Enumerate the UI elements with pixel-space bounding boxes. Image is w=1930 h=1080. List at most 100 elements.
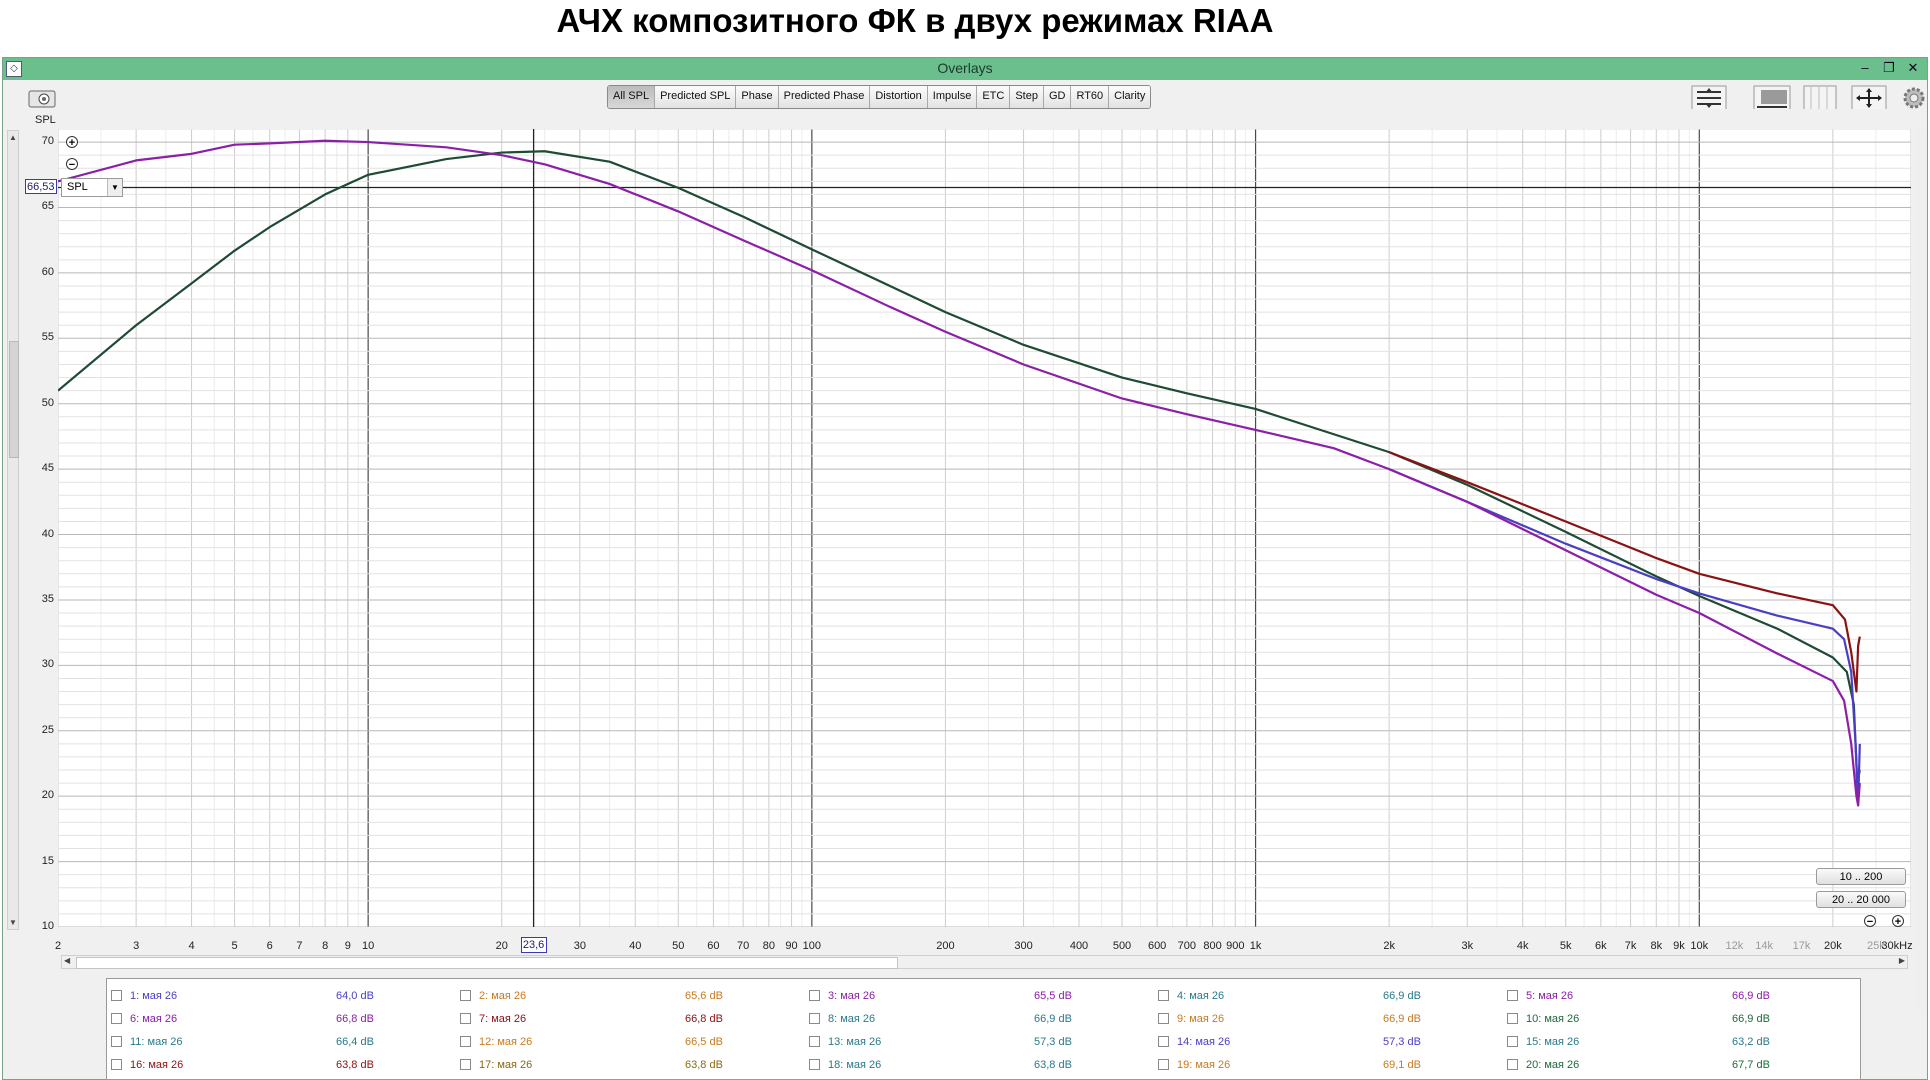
legend-trace-name: 18: мая 26 xyxy=(828,1059,882,1071)
tab-clarity[interactable]: Clarity xyxy=(1109,86,1151,108)
legend-trace-name: 13: мая 26 xyxy=(828,1036,882,1048)
trace-arrangement-icon[interactable] xyxy=(1753,85,1791,109)
tab-impulse[interactable]: Impulse xyxy=(927,86,978,108)
legend-trace-name: 14: мая 26 xyxy=(1177,1036,1231,1048)
x-tick-label: 300 xyxy=(1014,940,1033,952)
x-tick-label: 10 xyxy=(362,940,375,952)
legend-checkbox[interactable] xyxy=(111,1036,122,1047)
minimize-button[interactable]: – xyxy=(1861,60,1869,75)
x-tick-label: 3 xyxy=(133,940,140,952)
scroll-up-arrow-icon[interactable]: ▲ xyxy=(9,133,17,142)
legend-trace-value: 67,7 dB xyxy=(1732,1059,1770,1071)
scroll-down-arrow-icon[interactable]: ▼ xyxy=(9,918,17,927)
chevron-down-icon[interactable]: ▼ xyxy=(107,179,122,197)
zoom-in-icon[interactable]: + xyxy=(66,136,78,149)
trace-legend-panel: 1: мая 26 64,0 dB 2: мая 26 65,6 dB 3: мая 2… xyxy=(106,978,1861,1080)
legend-trace-name: 2: мая 26 xyxy=(479,990,527,1002)
legend-trace-name: 17: мая 26 xyxy=(479,1059,533,1071)
tab-predicted-phase[interactable]: Predicted Phase xyxy=(778,86,871,108)
scroll-left-arrow-icon[interactable]: ◀ xyxy=(64,956,71,965)
x-tick-label: 6k xyxy=(1595,940,1607,952)
grid-layout-icon[interactable] xyxy=(1803,85,1837,109)
vertical-scroll-thumb[interactable] xyxy=(9,341,19,458)
legend-trace-value: 66,9 dB xyxy=(1383,990,1421,1002)
settings-gear-icon[interactable] xyxy=(1901,85,1927,109)
legend-checkbox[interactable] xyxy=(460,1036,471,1047)
snapshot-icon[interactable] xyxy=(27,88,57,112)
page-title: АЧХ композитного ФК в двух режимах RIAA xyxy=(556,2,1274,39)
graph-tabs: All SPL Predicted SPL Phase Predicted Phase… xyxy=(607,85,1152,109)
vertical-scrollbar[interactable]: ▲ ▼ xyxy=(7,130,19,930)
tab-distortion[interactable]: Distortion xyxy=(870,86,928,108)
tab-predicted-spl[interactable]: Predicted SPL xyxy=(655,86,737,108)
legend-checkbox[interactable] xyxy=(111,990,122,1001)
legend-trace-name: 3: мая 26 xyxy=(828,990,876,1002)
right-edge-strip xyxy=(1915,130,1927,1010)
overlay-align-icon[interactable] xyxy=(1691,85,1727,109)
legend-checkbox[interactable] xyxy=(809,1036,820,1047)
y-tick-label: 15 xyxy=(41,854,54,867)
legend-checkbox[interactable] xyxy=(460,990,471,1001)
legend-trace-name: 20: мая 26 xyxy=(1526,1059,1580,1071)
series-line-1 xyxy=(1388,451,1861,693)
legend-checkbox[interactable] xyxy=(460,1059,471,1070)
y-tick-label: 60 xyxy=(41,265,54,278)
legend-checkbox[interactable] xyxy=(1507,990,1518,1001)
range-20-20000-button[interactable]: 20 .. 20 000 xyxy=(1816,891,1906,908)
x-tick-label: 9 xyxy=(344,940,351,952)
x-tick-label: 3k xyxy=(1461,940,1474,952)
tab-gd[interactable]: GD xyxy=(1043,86,1072,108)
legend-checkbox[interactable] xyxy=(460,1013,471,1024)
legend-checkbox[interactable] xyxy=(1158,1013,1169,1024)
legend-trace-value: 63,8 dB xyxy=(336,1059,374,1071)
x-tick-label: 10k xyxy=(1690,940,1709,952)
legend-checkbox[interactable] xyxy=(1158,1036,1169,1047)
legend-trace-value: 66,8 dB xyxy=(685,1013,723,1025)
horizontal-scrollbar[interactable]: ◀ ▶ xyxy=(61,955,1908,969)
spl-plot-area[interactable] xyxy=(58,129,1911,927)
legend-trace-value: 66,9 dB xyxy=(1732,1013,1770,1025)
range-10-200-button[interactable]: 10 .. 200 xyxy=(1816,868,1906,885)
legend-checkbox[interactable] xyxy=(809,1013,820,1024)
legend-checkbox[interactable] xyxy=(111,1059,122,1070)
legend-checkbox[interactable] xyxy=(1507,1036,1518,1047)
restore-button[interactable]: ❐ xyxy=(1883,60,1895,75)
zoom-out-icon[interactable]: − xyxy=(66,158,78,171)
legend-trace-value: 63,8 dB xyxy=(685,1059,723,1071)
legend-trace-value: 63,8 dB xyxy=(1034,1059,1072,1071)
legend-trace-value: 65,6 dB xyxy=(685,990,723,1002)
cursor-trace-selector[interactable]: SPL ▼ xyxy=(61,178,123,198)
legend-checkbox[interactable] xyxy=(111,1013,122,1024)
legend-trace-value: 66,5 dB xyxy=(685,1036,723,1048)
tab-etc[interactable]: ETC xyxy=(977,86,1011,108)
legend-checkbox[interactable] xyxy=(1158,990,1169,1001)
tab-step[interactable]: Step xyxy=(1010,86,1044,108)
legend-checkbox[interactable] xyxy=(809,1059,820,1070)
legend-checkbox[interactable] xyxy=(1158,1059,1169,1070)
legend-checkbox[interactable] xyxy=(1507,1013,1518,1024)
legend-trace-name: 15: мая 26 xyxy=(1526,1036,1580,1048)
legend-trace-value: 65,5 dB xyxy=(1034,990,1072,1002)
scroll-right-arrow-icon[interactable]: ▶ xyxy=(1898,956,1905,965)
tab-phase[interactable]: Phase xyxy=(736,86,779,108)
legend-checkbox[interactable] xyxy=(809,990,820,1001)
zoom-in-x-icon[interactable]: + xyxy=(1892,915,1904,928)
y-tick-label: 70 xyxy=(41,135,54,148)
x-tick-label: 2 xyxy=(54,940,62,952)
plot-background xyxy=(58,129,1911,927)
tab-rt60[interactable]: RT60 xyxy=(1071,86,1110,108)
tab-all-spl[interactable]: All SPL xyxy=(608,86,656,108)
legend-trace-name: 1: мая 26 xyxy=(130,990,178,1002)
legend-trace-value: 69,1 dB xyxy=(1383,1059,1421,1071)
x-tick-label: 4 xyxy=(188,940,195,952)
x-tick-label: 9k xyxy=(1673,940,1685,952)
pan-move-icon[interactable] xyxy=(1851,85,1887,109)
close-button[interactable]: ✕ xyxy=(1907,60,1919,75)
horizontal-scroll-thumb[interactable] xyxy=(76,957,898,969)
legend-checkbox[interactable] xyxy=(1507,1059,1518,1070)
cursor-x-readout: 23,6 xyxy=(520,937,547,953)
zoom-out-x-icon[interactable]: − xyxy=(1864,915,1876,928)
legend-trace-name: 12: мая 26 xyxy=(479,1036,533,1048)
window-titlebar[interactable]: ◇ Overlays – ❐ ✕ xyxy=(3,58,1927,80)
app-icon[interactable]: ◇ xyxy=(6,61,22,77)
